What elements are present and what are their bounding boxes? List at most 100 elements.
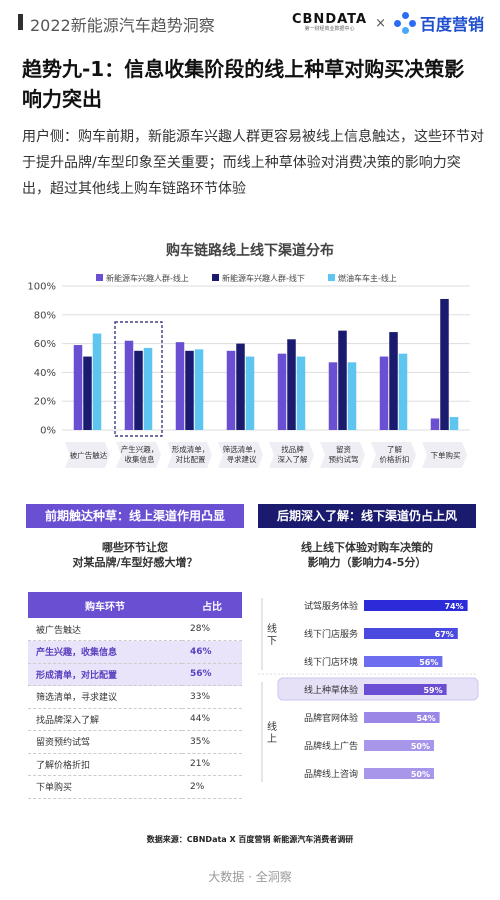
impact-bar — [364, 628, 458, 639]
bar-2-2 — [194, 349, 204, 430]
bar-0-4 — [277, 353, 287, 430]
bar-2-1 — [143, 347, 153, 430]
share-cell: 46% — [182, 640, 242, 664]
bar-2-4 — [296, 356, 306, 430]
bar-1-2 — [185, 350, 194, 430]
category-chevron — [218, 442, 263, 468]
impact-bar — [364, 600, 468, 611]
category-label: 了解 — [387, 444, 402, 454]
category-label: 被广告触达 — [70, 450, 108, 460]
category-label: 寻求建议 — [227, 454, 257, 464]
highlight-box — [114, 321, 163, 437]
category-chevron — [167, 442, 212, 468]
channel-chart-title: 购车链路线上线下渠道分布 — [166, 243, 334, 259]
cbndata-logo-subtitle: 第一财经商业数据中心 — [304, 26, 355, 32]
group-label: 线 — [267, 622, 277, 635]
share-cell: 28% — [182, 618, 242, 641]
bar-1-6 — [389, 332, 398, 430]
share-cell: 44% — [182, 708, 242, 731]
bar-1-4 — [287, 339, 296, 430]
stage-cell: 下单购买 — [28, 775, 182, 799]
impact-label: 线下门店环境 — [304, 656, 358, 668]
logo-separator: × — [375, 15, 386, 31]
category-chevron — [320, 442, 365, 468]
bar-2-3 — [245, 356, 255, 430]
impact-label: 线上种草体验 — [304, 684, 358, 696]
impact-bar — [364, 768, 434, 779]
column-header-share: 占比 — [182, 592, 242, 618]
top-bar: 2022新能源汽车趋势洞察 CBNDATA 第一财经商业数据中心 × 百度营销 — [0, 0, 500, 44]
category-label: 价格折扣 — [380, 454, 410, 464]
table-row: 产生兴趣，收集信息 46% — [28, 640, 242, 664]
category-label: 形成清单， — [172, 444, 210, 454]
favorability-table: 购车环节 占比 被广告触达 28% 产生兴趣，收集信息 46% 形成清单，对比配置 56%… — [28, 592, 242, 799]
bar-1-7 — [440, 298, 449, 430]
impact-question-line-1: 线上线下体验对购车决策的 — [301, 541, 433, 554]
footer-tagline: 大数据 · 全洞察 — [208, 870, 292, 884]
category-chevron — [65, 442, 110, 468]
share-cell: 35% — [182, 730, 242, 754]
category-label: 留资 — [336, 444, 351, 454]
impact-question: 线上线下体验对购车决策的 影响力（影响力4-5分） — [258, 540, 476, 570]
table-row: 形成清单，对比配置 56% — [28, 663, 242, 686]
legend-label-0: 新能源车兴趣人群-线上 — [106, 273, 189, 283]
favorability-question: 哪些环节让您 对某品牌/车型好感大增？ — [26, 540, 244, 570]
legend-label-2: 燃油车车主-线上 — [338, 273, 397, 283]
category-label: 找品牌 — [281, 444, 304, 454]
impact-label: 品牌线上广告 — [304, 740, 358, 752]
bar-0-7 — [430, 418, 440, 430]
bar-1-5 — [338, 330, 347, 430]
stage-cell: 产生兴趣，收集信息 — [28, 640, 182, 664]
bar-0-1 — [124, 340, 134, 430]
impact-value: 50% — [411, 742, 430, 751]
impact-bar — [364, 712, 440, 723]
table-row: 了解价格折扣 21% — [28, 753, 242, 776]
bar-1-3 — [236, 343, 245, 430]
intro-paragraph: 用户侧：购车前期，新能源车兴趣人群更容易被线上信息触达，这些环节对于提升品牌/车… — [22, 129, 484, 197]
table-row: 留资预约试驾 35% — [28, 730, 242, 754]
bar-1-0 — [83, 356, 92, 430]
category-label: 下单购买 — [431, 450, 461, 460]
legend-swatch-0 — [96, 274, 103, 281]
bar-2-6 — [398, 353, 408, 430]
channel-distribution-chart: 新能源车兴趣人群-线上 新能源车兴趣人群-线下 燃油车车主-线上 0% 20% 40% 60… — [27, 273, 470, 468]
series-marker — [18, 14, 23, 30]
bar-0-2 — [175, 342, 185, 430]
impact-value: 59% — [423, 686, 442, 695]
impact-value: 50% — [411, 770, 430, 779]
share-cell: 56% — [182, 663, 242, 686]
category-chevron — [422, 442, 467, 468]
impact-question-line-2: 影响力（影响力4-5分） — [307, 556, 427, 569]
bar-1-1 — [134, 350, 143, 430]
y-tick-label: 40% — [34, 368, 56, 379]
table-row: 被广告触达 28% — [28, 618, 242, 641]
stage-cell: 留资预约试驾 — [28, 730, 182, 754]
bar-0-5 — [328, 362, 338, 430]
impact-bar — [364, 740, 434, 751]
baidu-marketing-logo: 百度营销 — [393, 11, 484, 35]
category-chevron — [116, 442, 161, 468]
category-label: 深入了解 — [278, 454, 308, 464]
impact-value: 56% — [419, 658, 438, 667]
category-chevron — [269, 442, 314, 468]
favorability-question-line-1: 哪些环节让您 — [102, 541, 168, 554]
bar-2-0 — [92, 333, 102, 430]
logos: CBNDATA 第一财经商业数据中心 × 百度营销 — [292, 10, 484, 36]
legend-label-1: 新能源车兴趣人群-线下 — [222, 273, 305, 283]
category-label: 产生兴趣， — [121, 444, 159, 454]
stage-cell: 筛选清单，寻求建议 — [28, 685, 182, 709]
y-tick-label: 20% — [34, 397, 56, 408]
bar-2-7 — [449, 417, 459, 430]
impact-value: 54% — [416, 714, 435, 723]
table-row: 下单购买 2% — [28, 775, 242, 799]
table-row: 找品牌深入了解 44% — [28, 708, 242, 731]
share-cell: 33% — [182, 685, 242, 709]
legend-swatch-2 — [328, 274, 335, 281]
share-cell: 2% — [182, 775, 242, 799]
y-tick-label: 60% — [34, 339, 56, 350]
report-series-title: 2022新能源汽车趋势洞察 — [30, 16, 215, 35]
category-label: 对比配置 — [176, 454, 206, 464]
stage-cell: 被广告触达 — [28, 618, 182, 641]
column-header-stage: 购车环节 — [28, 592, 182, 618]
